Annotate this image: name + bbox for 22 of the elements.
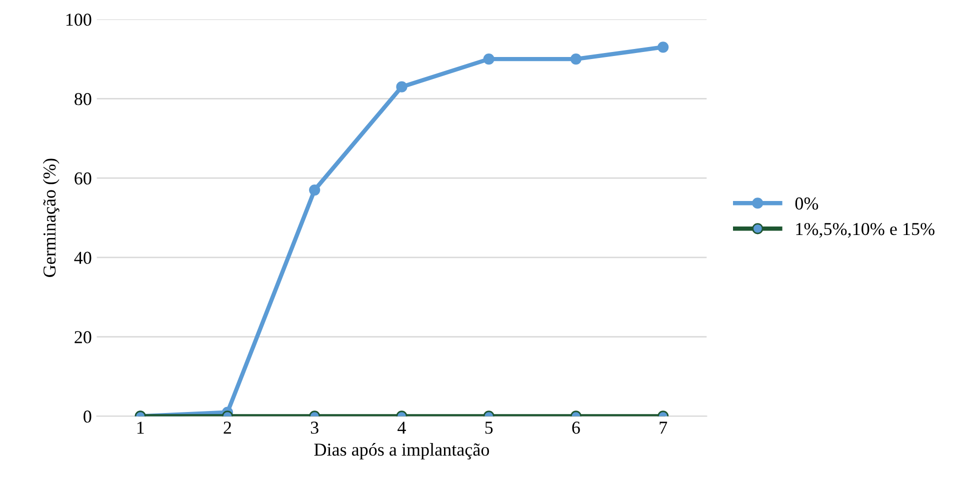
x-axis-title: Dias após a implantação <box>314 443 490 460</box>
x-tick-label: 3 <box>310 422 318 434</box>
y-tick-label: 60 <box>74 172 92 185</box>
x-tick-label: 5 <box>485 422 493 434</box>
x-tick-label: 4 <box>398 422 406 434</box>
x-tick-label: 1 <box>137 422 144 434</box>
point <box>658 42 669 53</box>
x-tick-label: 6 <box>572 422 580 434</box>
x-tick-label: 7 <box>660 422 668 434</box>
x-tick-label: 2 <box>224 422 231 434</box>
legend-label: 1%,5%,10% e 15% <box>796 222 934 238</box>
point <box>483 53 494 65</box>
legend-label: 0% <box>795 197 818 210</box>
y-tick-label: 80 <box>74 92 92 106</box>
y-tick-label: 0 <box>84 410 92 423</box>
y-tick-label: 20 <box>74 331 92 344</box>
y-axis-title: Germinação (%) <box>42 158 60 277</box>
point <box>309 184 320 196</box>
y-tick-label: 40 <box>74 252 92 264</box>
y-tick-label: 100 <box>66 14 92 26</box>
point <box>396 81 408 92</box>
point <box>570 53 582 65</box>
